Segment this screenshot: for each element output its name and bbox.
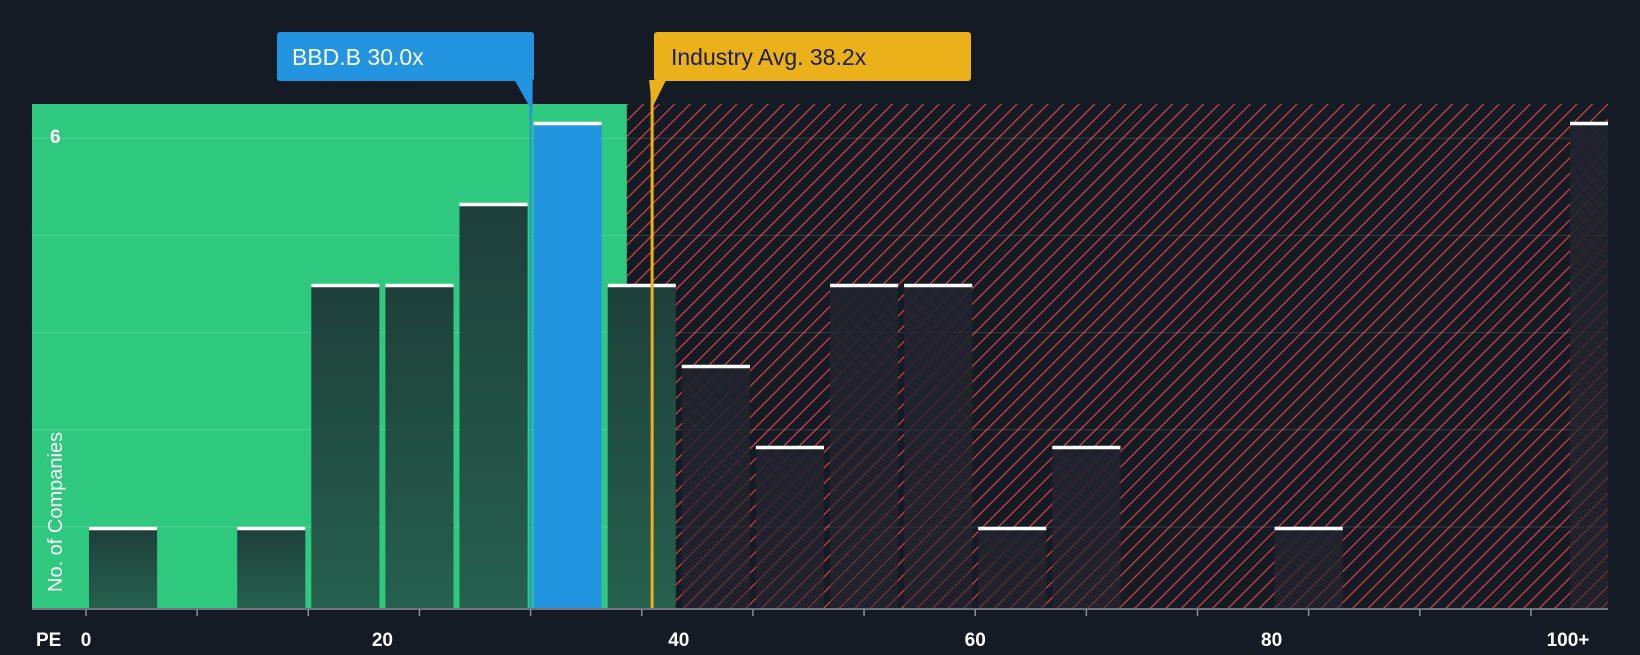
histogram-bar [311, 284, 380, 608]
histogram-bar [1570, 122, 1608, 608]
company-tag [277, 32, 534, 81]
x-axis-label: PE [36, 630, 61, 650]
company-label: BBD.B 30.0x [292, 44, 424, 70]
histogram-bar [1274, 527, 1343, 608]
industry-avg-pointer [649, 80, 667, 108]
industry-avg-tag [654, 32, 971, 81]
histogram-bar [385, 284, 454, 608]
x-tick-label: 40 [668, 630, 689, 650]
histogram-bar [978, 527, 1047, 608]
y-axis-label: No. of Companies [45, 432, 67, 592]
company-pointer [514, 80, 533, 112]
histogram-bar [681, 365, 750, 608]
histogram-bar [830, 284, 899, 608]
histogram-bar [755, 446, 824, 608]
industry-avg-label: Industry Avg. 38.2x [671, 44, 867, 70]
histogram-bar [89, 527, 158, 608]
histogram-bar [904, 284, 973, 608]
histogram-bar [237, 527, 306, 608]
x-tick-label: 60 [965, 630, 986, 650]
y-tick-label: 6 [50, 127, 61, 148]
histogram-bar [459, 203, 528, 608]
x-tick-label: 80 [1261, 630, 1282, 650]
histogram-bar [533, 122, 602, 608]
histogram-bar [607, 284, 676, 608]
x-tick-label: 20 [372, 630, 393, 650]
histogram-bar [1052, 446, 1121, 608]
x-tick-label: 0 [81, 630, 92, 650]
x-tick-label: 100+ [1547, 630, 1590, 650]
